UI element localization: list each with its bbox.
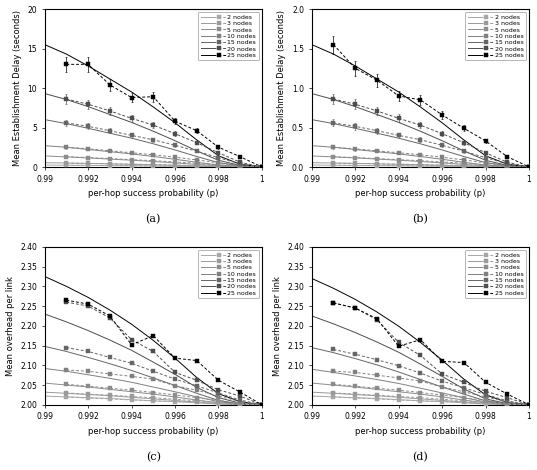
Legend: 2 nodes, 3 nodes, 5 nodes, 10 nodes, 15 nodes, 20 nodes, 25 nodes: 2 nodes, 3 nodes, 5 nodes, 10 nodes, 15 … bbox=[465, 12, 526, 61]
Y-axis label: Mean Establishment Delay (seconds): Mean Establishment Delay (seconds) bbox=[278, 10, 286, 166]
Text: (c): (c) bbox=[146, 452, 161, 462]
Text: (a): (a) bbox=[146, 214, 161, 225]
Text: (d): (d) bbox=[412, 452, 429, 462]
Legend: 2 nodes, 3 nodes, 5 nodes, 10 nodes, 15 nodes, 20 nodes, 25 nodes: 2 nodes, 3 nodes, 5 nodes, 10 nodes, 15 … bbox=[198, 12, 259, 61]
Y-axis label: Mean overhead per link: Mean overhead per link bbox=[273, 276, 282, 376]
Y-axis label: Mean overhead per link: Mean overhead per link bbox=[5, 276, 14, 376]
Legend: 2 nodes, 3 nodes, 5 nodes, 10 nodes, 15 nodes, 20 nodes, 25 nodes: 2 nodes, 3 nodes, 5 nodes, 10 nodes, 15 … bbox=[198, 250, 259, 298]
Text: (b): (b) bbox=[412, 214, 429, 225]
X-axis label: per-hop success probability (p): per-hop success probability (p) bbox=[88, 427, 219, 436]
X-axis label: per-hop success probability (p): per-hop success probability (p) bbox=[355, 427, 485, 436]
Legend: 2 nodes, 3 nodes, 5 nodes, 10 nodes, 15 nodes, 20 nodes, 25 nodes: 2 nodes, 3 nodes, 5 nodes, 10 nodes, 15 … bbox=[465, 250, 526, 298]
X-axis label: per-hop success probability (p): per-hop success probability (p) bbox=[355, 189, 485, 198]
Y-axis label: Mean Establishment Delay (seconds): Mean Establishment Delay (seconds) bbox=[13, 10, 22, 166]
X-axis label: per-hop success probability (p): per-hop success probability (p) bbox=[88, 189, 219, 198]
